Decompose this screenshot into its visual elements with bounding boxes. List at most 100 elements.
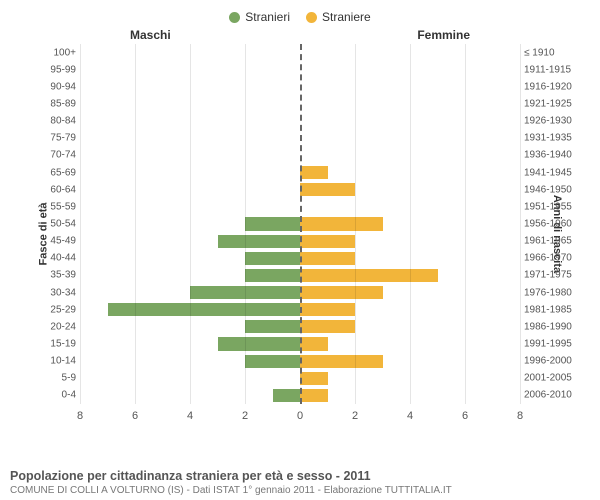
row: 40-441966-1970 bbox=[80, 250, 520, 267]
age-label: 70-74 bbox=[50, 150, 76, 161]
bar-female bbox=[300, 217, 383, 230]
age-label: 80-84 bbox=[50, 116, 76, 127]
caption: Popolazione per cittadinanza straniera p… bbox=[10, 469, 590, 496]
age-label: 75-79 bbox=[50, 133, 76, 144]
birth-label: 2006-2010 bbox=[524, 390, 572, 401]
x-axis: 864202468 bbox=[36, 406, 572, 424]
birth-label: 1961-1965 bbox=[524, 236, 572, 247]
birth-label: ≤ 1910 bbox=[524, 47, 555, 58]
legend-item-female: Straniere bbox=[306, 10, 371, 24]
row: 70-741936-1940 bbox=[80, 147, 520, 164]
y-axis-label-left: Fasce di età bbox=[37, 203, 49, 266]
row: 80-841926-1930 bbox=[80, 113, 520, 130]
birth-label: 1931-1935 bbox=[524, 133, 572, 144]
bar-male bbox=[245, 320, 300, 333]
bar-rows: 100+≤ 191095-991911-191590-941916-192085… bbox=[80, 44, 520, 404]
legend-label-female: Straniere bbox=[322, 10, 371, 24]
row: 15-191991-1995 bbox=[80, 335, 520, 352]
age-label: 45-49 bbox=[50, 236, 76, 247]
bar-female bbox=[300, 235, 355, 248]
caption-subtitle: COMUNE DI COLLI A VOLTURNO (IS) - Dati I… bbox=[10, 485, 590, 496]
row: 35-391971-1975 bbox=[80, 267, 520, 284]
bar-male bbox=[245, 355, 300, 368]
age-label: 65-69 bbox=[50, 167, 76, 178]
row: 55-591951-1955 bbox=[80, 198, 520, 215]
row: 5-92001-2005 bbox=[80, 370, 520, 387]
bar-female bbox=[300, 269, 438, 282]
chart-container: Stranieri Straniere Maschi Femmine Fasce… bbox=[0, 0, 600, 500]
caption-title: Popolazione per cittadinanza straniera p… bbox=[10, 469, 590, 483]
age-label: 85-89 bbox=[50, 98, 76, 109]
row: 60-641946-1950 bbox=[80, 181, 520, 198]
birth-label: 1956-1960 bbox=[524, 218, 572, 229]
birth-label: 1951-1955 bbox=[524, 201, 572, 212]
plot-area: Fasce di età Anni di nascita 100+≤ 19109… bbox=[36, 44, 572, 424]
bar-male bbox=[108, 303, 301, 316]
x-tick: 2 bbox=[352, 410, 358, 422]
bar-male bbox=[245, 217, 300, 230]
age-label: 5-9 bbox=[62, 373, 76, 384]
x-tick: 6 bbox=[462, 410, 468, 422]
x-tick: 8 bbox=[77, 410, 83, 422]
age-label: 30-34 bbox=[50, 287, 76, 298]
legend-item-male: Stranieri bbox=[229, 10, 290, 24]
bar-female bbox=[300, 337, 328, 350]
bar-male bbox=[273, 389, 301, 402]
age-label: 0-4 bbox=[62, 390, 76, 401]
x-tick: 0 bbox=[297, 410, 303, 422]
bar-female bbox=[300, 252, 355, 265]
birth-label: 1966-1970 bbox=[524, 253, 572, 264]
bar-female bbox=[300, 320, 355, 333]
row: 50-541956-1960 bbox=[80, 215, 520, 232]
birth-label: 1986-1990 bbox=[524, 321, 572, 332]
bar-male bbox=[245, 252, 300, 265]
age-label: 95-99 bbox=[50, 64, 76, 75]
row: 20-241986-1990 bbox=[80, 318, 520, 335]
birth-label: 1976-1980 bbox=[524, 287, 572, 298]
x-tick: 2 bbox=[242, 410, 248, 422]
bar-female bbox=[300, 183, 355, 196]
row: 45-491961-1965 bbox=[80, 233, 520, 250]
bar-male bbox=[218, 337, 301, 350]
row: 25-291981-1985 bbox=[80, 301, 520, 318]
side-titles: Maschi Femmine bbox=[0, 28, 600, 44]
age-label: 25-29 bbox=[50, 304, 76, 315]
birth-label: 1971-1975 bbox=[524, 270, 572, 281]
age-label: 100+ bbox=[53, 47, 76, 58]
birth-label: 1921-1925 bbox=[524, 98, 572, 109]
birth-label: 1926-1930 bbox=[524, 116, 572, 127]
row: 30-341976-1980 bbox=[80, 284, 520, 301]
x-tick: 4 bbox=[407, 410, 413, 422]
birth-label: 1996-2000 bbox=[524, 356, 572, 367]
side-title-right: Femmine bbox=[417, 28, 470, 42]
gridline bbox=[520, 44, 521, 404]
bar-male bbox=[190, 286, 300, 299]
bar-female bbox=[300, 355, 383, 368]
age-label: 35-39 bbox=[50, 270, 76, 281]
bar-female bbox=[300, 286, 383, 299]
birth-label: 1936-1940 bbox=[524, 150, 572, 161]
bar-male bbox=[245, 269, 300, 282]
side-title-left: Maschi bbox=[130, 28, 171, 42]
birth-label: 1916-1920 bbox=[524, 81, 572, 92]
row: 100+≤ 1910 bbox=[80, 44, 520, 61]
bar-female bbox=[300, 303, 355, 316]
birth-label: 1941-1945 bbox=[524, 167, 572, 178]
age-label: 20-24 bbox=[50, 321, 76, 332]
row: 0-42006-2010 bbox=[80, 387, 520, 404]
age-label: 50-54 bbox=[50, 218, 76, 229]
row: 75-791931-1935 bbox=[80, 130, 520, 147]
birth-label: 1991-1995 bbox=[524, 338, 572, 349]
row: 90-941916-1920 bbox=[80, 78, 520, 95]
legend: Stranieri Straniere bbox=[0, 10, 600, 24]
age-label: 10-14 bbox=[50, 356, 76, 367]
age-label: 90-94 bbox=[50, 81, 76, 92]
age-label: 55-59 bbox=[50, 201, 76, 212]
x-tick: 8 bbox=[517, 410, 523, 422]
age-label: 60-64 bbox=[50, 184, 76, 195]
bar-female bbox=[300, 166, 328, 179]
legend-swatch-male bbox=[229, 12, 240, 23]
x-tick: 4 bbox=[187, 410, 193, 422]
legend-swatch-female bbox=[306, 12, 317, 23]
row: 95-991911-1915 bbox=[80, 61, 520, 78]
